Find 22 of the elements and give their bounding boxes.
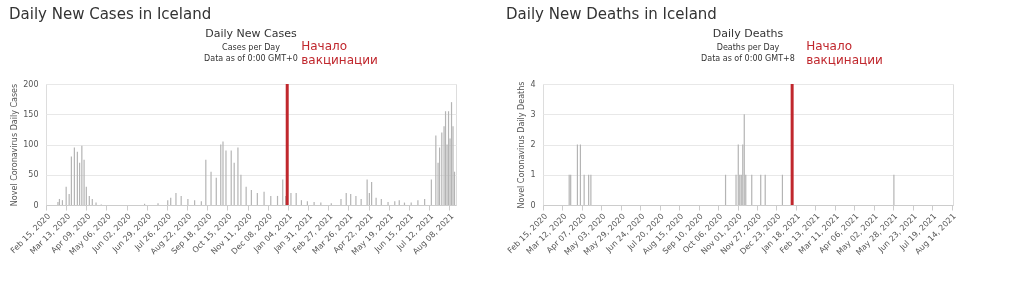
chart-subtitle: Daily New Cases [205,27,297,40]
y-tick-label: 1 [530,170,536,180]
y-tick-label: 4 [530,79,536,89]
y-tick-label: 0 [33,200,39,210]
y-tick-label: 3 [530,109,536,119]
chart-title: Daily New Cases in Iceland [9,5,212,23]
y-tick-label: 2 [530,140,536,149]
ref-line-label: Начало вакцинации [301,39,378,67]
text: Deaths per Day [716,43,780,52]
chart-subtitle: Daily Deaths [712,27,784,40]
chart-title: Daily New Deaths in Iceland [506,5,717,23]
y-axis-title: Novel Coronavirus Daily Deaths [517,81,527,209]
y-tick-label: 200 [23,79,39,89]
y-tick-label: 50 [28,170,39,180]
text: Data as of 0:00 GMT+0 [204,54,298,63]
y-tick-label: 150 [23,109,39,119]
y-tick-label: 0 [530,200,536,210]
text: Cases per Day [222,43,281,52]
y-axis-title: Novel Coronavirus Daily Cases [10,83,20,207]
ref-line-label: Начало вакцинации [806,39,883,67]
y-tick-label: 100 [23,140,39,149]
text: Data as of 0:00 GMT+8 [701,54,795,63]
